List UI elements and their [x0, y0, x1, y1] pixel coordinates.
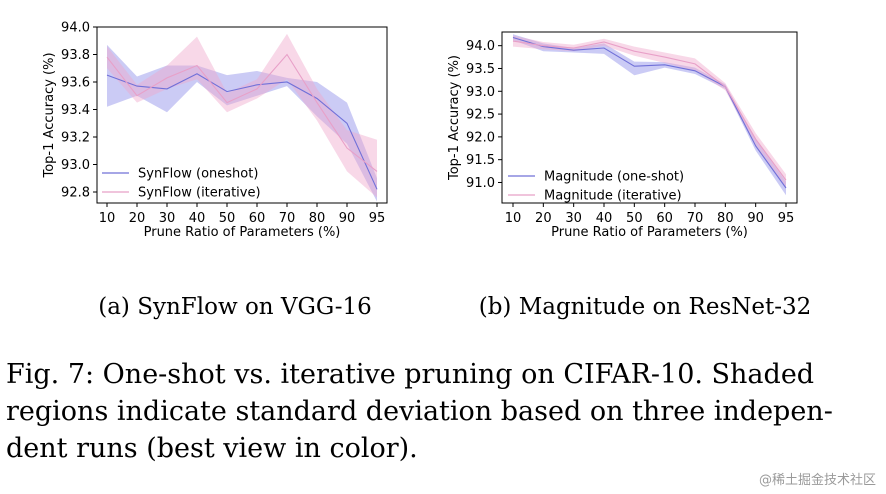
legend-label: SynFlow (iterative) [138, 186, 261, 201]
legend-label: Magnitude (one-shot) [544, 170, 684, 185]
x-tick-label: 70 [279, 211, 296, 226]
x-tick-label: 10 [505, 211, 522, 226]
y-tick-label: 93.2 [61, 131, 90, 146]
y-tick-label: 92.0 [466, 130, 495, 145]
x-axis-label: Prune Ratio of Parameters (%) [144, 225, 341, 240]
x-tick-label: 30 [159, 211, 176, 226]
x-tick-label: 50 [626, 211, 643, 226]
x-tick-label: 20 [129, 211, 146, 226]
y-tick-label: 94.0 [466, 39, 495, 54]
std-band-oneshot [513, 34, 786, 196]
y-tick-label: 93.0 [61, 158, 90, 173]
series-line-iterative [106, 53, 378, 172]
std-band-oneshot [107, 44, 377, 202]
series-line-oneshot [106, 73, 378, 190]
plot-magnitude-resnet32: 10 20 30 40 50 60 70 80 90 95 91.0 91.5 92.0 92.5 93.0… [447, 31, 798, 240]
x-tick-label: 60 [249, 211, 266, 226]
y-tick-label: 93.4 [61, 103, 90, 118]
y-axis-label: Top-1 Accuracy (%) [447, 55, 462, 181]
x-tick-label: 90 [747, 211, 764, 226]
x-tick-label: 80 [717, 211, 734, 226]
x-tick-label: 20 [535, 211, 552, 226]
x-axis-label: Prune Ratio of Parameters (%) [551, 225, 748, 240]
watermark: @稀土掘金技术社区 [759, 472, 876, 488]
x-tick-label: 60 [656, 211, 673, 226]
y-tick-label: 92.5 [466, 108, 495, 123]
y-tick-label: 93.6 [61, 76, 90, 91]
x-tick-label: 80 [309, 211, 326, 226]
subcaption-b: (b) Magnitude on ResNet-32 [479, 294, 812, 320]
x-tick-label: 40 [596, 211, 613, 226]
series-line-oneshot [512, 36, 787, 189]
y-tick-label: 93.5 [466, 62, 495, 77]
legend-label: SynFlow (oneshot) [138, 167, 258, 182]
x-tick-label: 30 [565, 211, 582, 226]
y-tick-label: 93.0 [466, 85, 495, 100]
y-tick-label: 92.8 [61, 186, 90, 201]
y-tick-label: 91.5 [466, 153, 495, 168]
legend-label: Magnitude (iterative) [544, 189, 682, 204]
axes-frame [96, 26, 388, 204]
std-band-iterative [513, 35, 786, 187]
subcaption-a: (a) SynFlow on VGG-16 [98, 294, 371, 320]
caption-line-1: Fig. 7: One-shot vs. iterative pruning o… [6, 359, 814, 390]
series-line-iterative [512, 40, 787, 181]
x-tick-label: 90 [339, 211, 356, 226]
x-tick-label: 50 [219, 211, 236, 226]
x-tick-label: 40 [189, 211, 206, 226]
y-axis-label: Top-1 Accuracy (%) [42, 52, 57, 178]
y-tick-label: 94.0 [61, 21, 90, 36]
y-tick-label: 91.0 [466, 176, 495, 191]
x-tick-label: 95 [778, 211, 795, 226]
caption-line-2: regions indicate standard deviation base… [6, 396, 833, 427]
caption-line-3: dent runs (best view in color). [6, 433, 418, 464]
x-tick-label: 95 [369, 211, 386, 226]
x-tick-label: 10 [99, 211, 116, 226]
x-tick-label: 70 [687, 211, 704, 226]
plot-synflow-vgg16: 10 20 30 40 50 60 70 80 90 95 92.8 93.0 93.2 93.4 93.6… [42, 21, 388, 240]
axes-frame [501, 31, 798, 204]
y-tick-label: 93.8 [61, 48, 90, 63]
